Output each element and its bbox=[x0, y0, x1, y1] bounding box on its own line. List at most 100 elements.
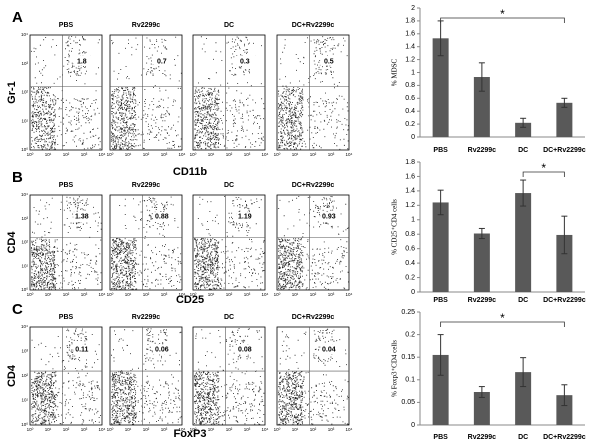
flow-tick: 10² bbox=[226, 427, 233, 432]
flow-tick: 10⁴ bbox=[179, 152, 186, 157]
value-bg bbox=[236, 55, 257, 66]
y-tick-label: 1.8 bbox=[405, 159, 415, 166]
error-bar bbox=[520, 179, 527, 207]
sample-name: PBS bbox=[59, 314, 74, 321]
value-bg bbox=[320, 55, 341, 66]
bar bbox=[556, 102, 573, 137]
flow-tick: 10⁰ bbox=[107, 292, 114, 297]
flow-plot-frame bbox=[29, 194, 103, 291]
value-bg bbox=[153, 55, 174, 66]
quadrant-value: 0.7 bbox=[157, 58, 167, 65]
y-tick-label: 0 bbox=[411, 422, 415, 429]
flow-tick: 10³ bbox=[161, 427, 168, 432]
error-bar bbox=[437, 334, 444, 376]
flow-tick: 10¹ bbox=[292, 152, 299, 157]
value-bg bbox=[236, 212, 257, 223]
error-bar bbox=[520, 117, 527, 128]
sample-name: PBS bbox=[59, 182, 74, 189]
sample-name: Rv2299c bbox=[132, 314, 161, 321]
sample-name: DC+Rv2299c bbox=[292, 314, 335, 321]
x-tick-label: Rv2299c bbox=[468, 434, 497, 441]
y-tick-label: 0.25 bbox=[401, 309, 415, 316]
sample-name: DC bbox=[224, 314, 234, 321]
flow-x-label: FoxP3 bbox=[173, 428, 206, 440]
flow-tick: 10² bbox=[310, 427, 317, 432]
value-bg bbox=[236, 344, 257, 355]
y-tick-label: 1.4 bbox=[405, 44, 415, 51]
y-tick-label: 0.8 bbox=[405, 82, 415, 89]
flow-tick: 10³ bbox=[161, 152, 168, 157]
quadrant-value: 1.8 bbox=[77, 58, 87, 65]
x-tick-label: Rv2299c bbox=[468, 297, 497, 304]
flow-tick: 10² bbox=[21, 90, 28, 95]
sample-name: PBS bbox=[59, 22, 74, 29]
sample-name: Rv2299c bbox=[132, 182, 161, 189]
quadrant-value: 0.11 bbox=[75, 346, 88, 353]
sample-name: Rv2299c bbox=[132, 22, 161, 29]
error-bar bbox=[561, 215, 568, 255]
flow-tick: 10² bbox=[63, 292, 70, 297]
flow-tick: 10² bbox=[310, 152, 317, 157]
flow-tick: 10⁴ bbox=[346, 152, 353, 157]
flow-tick: 10¹ bbox=[208, 292, 215, 297]
flow-tick: 10³ bbox=[21, 61, 28, 66]
error-bar bbox=[520, 357, 527, 388]
y-tick-label: 0 bbox=[411, 289, 415, 296]
flow-tick: 10² bbox=[310, 292, 317, 297]
flow-tick: 10¹ bbox=[292, 292, 299, 297]
value-bg bbox=[320, 344, 341, 355]
flow-tick: 10³ bbox=[328, 152, 335, 157]
y-tick-label: 0.6 bbox=[405, 246, 415, 253]
bar bbox=[556, 234, 573, 292]
error-bar bbox=[478, 62, 485, 92]
error-bar bbox=[437, 189, 444, 216]
y-tick-label: 0.2 bbox=[405, 331, 415, 338]
y-tick-label: 1.6 bbox=[405, 173, 415, 180]
flow-tick: 10⁰ bbox=[21, 147, 28, 152]
flow-tick: 10³ bbox=[81, 152, 88, 157]
flow-tick: 10¹ bbox=[21, 263, 28, 268]
quadrant-value: 0.08 bbox=[238, 346, 252, 353]
flow-tick: 10¹ bbox=[21, 398, 28, 403]
quadrant-value: 0.88 bbox=[155, 214, 169, 221]
flow-tick: 10¹ bbox=[208, 427, 215, 432]
x-tick-label: Rv2299c bbox=[468, 147, 497, 154]
flow-tick: 10² bbox=[21, 240, 28, 245]
bar bbox=[432, 38, 449, 137]
flow-tick: 10⁴ bbox=[346, 427, 353, 432]
y-tick-label: 1 bbox=[411, 69, 415, 76]
flow-tick: 10⁰ bbox=[274, 292, 281, 297]
flow-y-label: Gr-1 bbox=[6, 81, 18, 104]
flow-tick: 10⁴ bbox=[99, 152, 106, 157]
sample-name: DC bbox=[224, 22, 234, 29]
flow-tick: 10⁰ bbox=[107, 427, 114, 432]
sample-name: DC bbox=[224, 182, 234, 189]
x-tick-label: DC bbox=[518, 297, 528, 304]
bar bbox=[515, 372, 532, 425]
y-tick-label: 1.2 bbox=[405, 202, 415, 209]
flow-dots bbox=[278, 36, 349, 150]
flow-tick: 10² bbox=[63, 427, 70, 432]
quadrant-value: 0.04 bbox=[322, 346, 336, 353]
flow-tick: 10⁴ bbox=[179, 292, 186, 297]
quadrant-value: 0.5 bbox=[324, 58, 334, 65]
flow-tick: 10¹ bbox=[21, 118, 28, 123]
y-tick-label: 0.2 bbox=[405, 274, 415, 281]
x-tick-label: DC+Rv2299c bbox=[543, 297, 586, 304]
y-tick-label: 0.1 bbox=[405, 377, 415, 384]
significance-mark: * bbox=[500, 311, 505, 325]
flow-tick: 10³ bbox=[81, 292, 88, 297]
flow-tick: 10⁰ bbox=[274, 152, 281, 157]
flow-tick: 10³ bbox=[244, 292, 251, 297]
quadrant-value: 1.19 bbox=[238, 214, 252, 221]
flow-y-label: CD4 bbox=[6, 364, 18, 387]
flow-tick: 10⁰ bbox=[21, 422, 28, 427]
significance-mark: * bbox=[541, 161, 546, 175]
flow-tick: 10⁰ bbox=[190, 292, 197, 297]
flow-dots bbox=[278, 328, 349, 425]
y-tick-label: 1.8 bbox=[405, 18, 415, 25]
flow-plot-frame bbox=[276, 194, 350, 291]
panel-label: C bbox=[12, 301, 23, 318]
x-tick-label: DC bbox=[518, 434, 528, 441]
flow-y-label: CD4 bbox=[6, 231, 18, 254]
